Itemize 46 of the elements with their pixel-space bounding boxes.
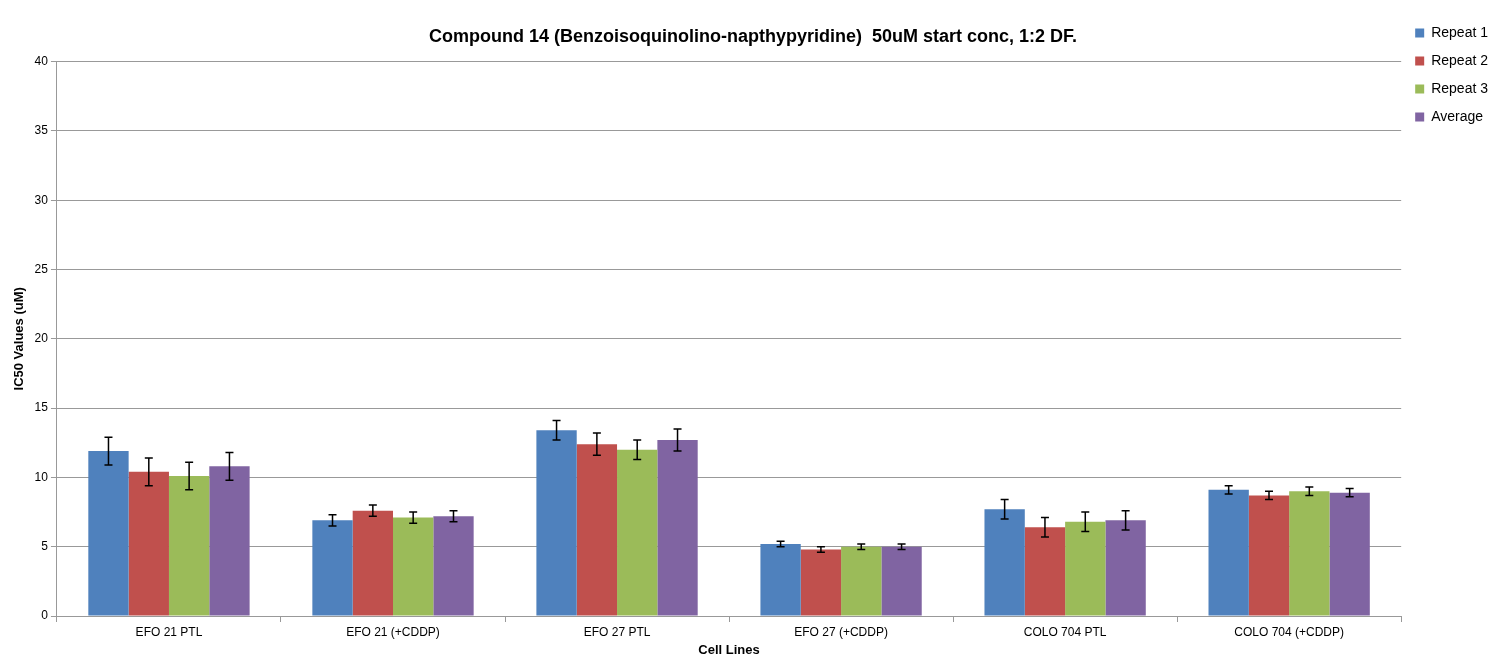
bar xyxy=(576,444,618,616)
bar xyxy=(352,510,394,616)
chart-title: Compound 14 (Benzoisoquinolino-napthypyridine) 50uM start conc, 1:2 DF. xyxy=(428,25,1078,46)
legend-label: Repeat 3 xyxy=(1431,79,1489,96)
bar xyxy=(1024,527,1066,616)
legend-label: Repeat 2 xyxy=(1431,51,1489,68)
x-tick-label: COLO 704 (+CDDP) xyxy=(1234,624,1345,639)
bar xyxy=(1248,495,1290,616)
y-tick-label: 20 xyxy=(34,331,49,346)
bar xyxy=(1105,520,1146,616)
y-tick-label: 30 xyxy=(34,192,49,207)
bar xyxy=(209,466,250,616)
x-axis-title: Cell Lines xyxy=(698,641,760,657)
x-tick-label: COLO 704 PTL xyxy=(1023,624,1107,639)
bar xyxy=(128,471,169,616)
bar xyxy=(881,546,922,616)
y-tick-label: 25 xyxy=(34,261,49,276)
bar xyxy=(88,451,129,616)
y-tick-label: 15 xyxy=(34,400,49,415)
bar xyxy=(1329,492,1370,616)
bar xyxy=(1289,491,1330,616)
bar xyxy=(1208,489,1249,616)
bar xyxy=(617,449,658,616)
y-tick-label: 10 xyxy=(34,469,49,484)
y-tick-label: 0 xyxy=(41,608,49,623)
bar xyxy=(800,549,842,616)
bar xyxy=(841,546,882,616)
y-tick-label: 35 xyxy=(34,123,49,138)
bar xyxy=(536,430,577,616)
x-tick-label: EFO 21 (+CDDP) xyxy=(346,624,440,639)
bar xyxy=(312,520,353,616)
legend-label: Repeat 1 xyxy=(1431,23,1489,40)
y-tick-label: 40 xyxy=(34,53,49,68)
y-axis-title: IC50 Values (uM) xyxy=(11,287,27,391)
x-tick-label: EFO 27 PTL xyxy=(583,624,651,639)
bar xyxy=(1065,521,1106,616)
bar xyxy=(168,476,210,616)
bar xyxy=(393,517,434,616)
bar xyxy=(433,516,474,616)
y-tick-label: 5 xyxy=(41,539,49,554)
legend-label: Average xyxy=(1431,107,1484,124)
bar xyxy=(984,509,1025,616)
bar xyxy=(657,439,698,616)
bar xyxy=(760,543,801,616)
x-tick-label: EFO 27 (+CDDP) xyxy=(794,624,888,639)
x-tick-label: EFO 21 PTL xyxy=(135,624,203,639)
